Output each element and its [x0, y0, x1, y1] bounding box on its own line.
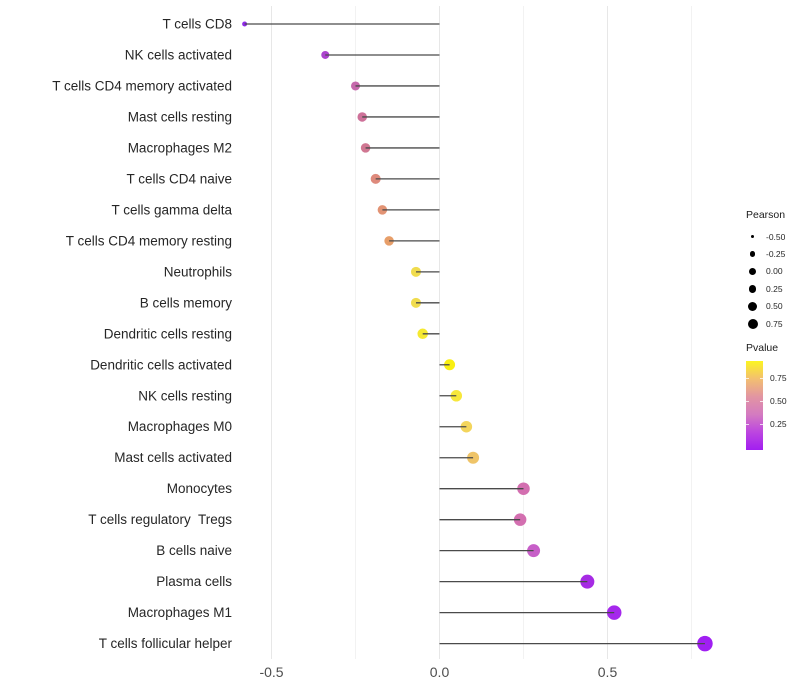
x-tick-label: 0.0 — [430, 664, 450, 680]
legend-size-label: 0.00 — [766, 266, 783, 277]
category-label: Dendritic cells resting — [104, 326, 232, 341]
pvalue-gradient-bar — [746, 361, 763, 450]
legend-size-entry: -0.50 — [745, 228, 785, 245]
category-label: Macrophages M0 — [128, 419, 232, 434]
legend-size-label: 0.75 — [766, 318, 783, 329]
category-label: T cells gamma delta — [111, 202, 232, 217]
legend-size-dot — [749, 267, 756, 275]
legend-size-dot — [749, 251, 756, 257]
legend-size-label: -0.50 — [766, 231, 786, 242]
legend-size-dot — [750, 234, 755, 239]
legend-size-entry: 0.00 — [745, 263, 785, 280]
category-label: NK cells resting — [138, 388, 232, 403]
x-tick-label: -0.5 — [259, 664, 283, 680]
legend-color-tick-mark — [746, 424, 749, 425]
legend-size-dot — [748, 301, 757, 311]
legend-color-tick-label: 0.50 — [770, 396, 787, 406]
legend-size-entry: 0.25 — [745, 280, 785, 297]
category-label: Mast cells activated — [114, 450, 232, 465]
category-label: T cells follicular helper — [99, 636, 233, 651]
x-tick-label: 0.5 — [598, 664, 618, 680]
category-label: B cells naive — [156, 543, 232, 558]
legend-pvalue: Pvalue 0.75 0.50 0.25 — [745, 342, 787, 450]
legend-size-dot — [748, 285, 757, 293]
category-label: Macrophages M1 — [128, 605, 232, 620]
legend-color-tick-label: 0.75 — [770, 373, 787, 383]
legend-color-tick-mark — [760, 401, 763, 402]
category-label: Monocytes — [167, 481, 233, 496]
category-label: Dendritic cells activated — [90, 357, 232, 372]
legend-pvalue-title: Pvalue — [746, 342, 779, 354]
pvalue-gradient-wrap: 0.75 0.50 0.25 — [746, 361, 787, 450]
legend-pearson-title: Pearson — [746, 209, 786, 221]
legend-color-tick-mark — [746, 378, 749, 379]
legend-size-label: 0.50 — [766, 301, 783, 312]
legend-size-label: 0.25 — [766, 283, 783, 294]
category-label: Mast cells resting — [128, 109, 232, 124]
legend-size-entry: 0.75 — [745, 315, 785, 332]
category-label: Plasma cells — [156, 574, 232, 589]
category-label: B cells memory — [140, 295, 233, 310]
category-label: Neutrophils — [164, 264, 233, 279]
category-label: Macrophages M2 — [128, 140, 232, 155]
category-label: T cells CD4 memory resting — [66, 233, 232, 248]
category-label: NK cells activated — [125, 47, 232, 62]
legend-color-tick-mark — [760, 378, 763, 379]
legend-pearson: Pearson -0.50 -0.25 0.00 0.25 0.50 0.75 — [745, 209, 785, 332]
legend-size-dot — [747, 318, 758, 329]
category-label: T cells CD4 naive — [126, 171, 232, 186]
category-label: T cells CD4 memory activated — [52, 78, 232, 93]
legend-size-entry: 0.50 — [745, 298, 785, 315]
legend-color-tick-label: 0.25 — [770, 419, 787, 429]
legend-pearson-entries: -0.50 -0.25 0.00 0.25 0.50 0.75 — [745, 228, 785, 332]
legend-size-entry: -0.25 — [745, 245, 785, 262]
category-label: T cells regulatory Tregs — [88, 512, 232, 527]
legend-size-label: -0.25 — [766, 249, 786, 260]
category-label: T cells CD8 — [162, 17, 232, 32]
legend-color-tick-mark — [746, 401, 749, 402]
legend-color-tick-mark — [760, 424, 763, 425]
